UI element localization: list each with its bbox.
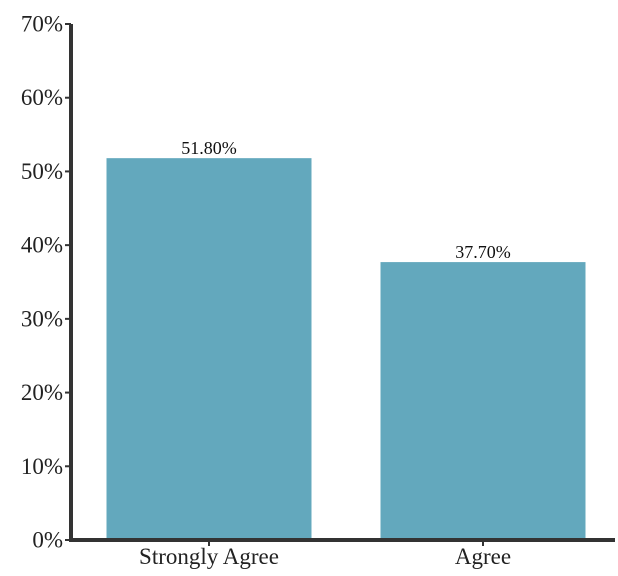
bar — [380, 262, 586, 540]
y-tick-label: 40% — [21, 233, 63, 258]
x-axis-ticks: Strongly Agree Agree — [139, 540, 511, 569]
x-tick-label: Strongly Agree — [139, 544, 279, 569]
bars-group — [106, 158, 586, 540]
x-tick-label: Agree — [455, 544, 511, 569]
y-tick-label: 50% — [21, 159, 63, 184]
y-tick-label: 10% — [21, 454, 63, 479]
y-tick-label: 30% — [21, 306, 63, 331]
bar-data-label: 51.80% — [181, 138, 237, 158]
y-tick-label: 0% — [32, 528, 63, 553]
y-tick-label: 20% — [21, 380, 63, 405]
y-axis-ticks: 0% 10% 20% 30% 40% 50% 60% 70% — [21, 12, 71, 553]
axes-group — [69, 24, 615, 542]
bar-data-label: 37.70% — [455, 242, 511, 262]
y-tick-label: 70% — [21, 12, 63, 37]
bar — [106, 158, 312, 540]
data-labels-group: 51.80% 37.70% — [181, 138, 511, 262]
y-tick-label: 60% — [21, 85, 63, 110]
